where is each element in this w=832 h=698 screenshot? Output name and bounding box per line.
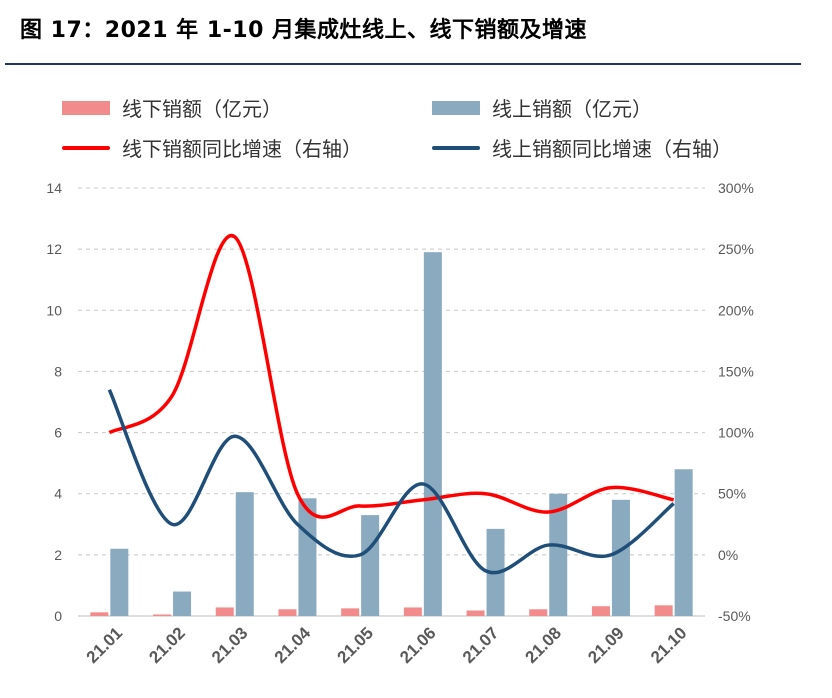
chart-title: 图 17：2021 年 1-10 月集成灶线上、线下销额及增速 <box>20 18 588 43</box>
legend-label-offline-growth: 线下销额同比增速（右轴） <box>122 137 362 161</box>
y-right-tick-label: 150% <box>718 363 754 379</box>
bar-offline-sales <box>341 608 360 616</box>
legend-label-offline-sales: 线下销额（亿元） <box>122 97 282 121</box>
bar-offline-sales <box>90 612 109 616</box>
y-left-tick-label: 0 <box>54 608 62 624</box>
legend-item-online-sales: 线上销额（亿元） <box>432 93 652 122</box>
y-right-tick-label: -50% <box>718 608 751 624</box>
bar-online-sales <box>361 515 380 616</box>
bar-online-sales <box>423 252 442 616</box>
bar-online-sales <box>110 548 129 616</box>
legend-item-online-growth: 线上销额同比增速（右轴） <box>432 133 732 162</box>
legend-label-online-growth: 线上销额同比增速（右轴） <box>492 137 732 161</box>
x-tick-label: 21.05 <box>333 623 377 667</box>
bar-offline-sales <box>215 607 234 616</box>
bar-online-sales <box>173 591 192 616</box>
bar-offline-sales <box>153 614 172 616</box>
title-underline <box>5 63 801 65</box>
y-left-tick-label: 6 <box>54 425 62 441</box>
x-tick-label: 21.10 <box>647 623 691 667</box>
y-left-tick-label: 4 <box>54 486 62 502</box>
x-tick-label: 21.04 <box>271 623 315 667</box>
legend-item-offline-sales: 线下销额（亿元） <box>62 93 282 122</box>
bar-online-sales <box>611 499 630 616</box>
bar-offline-sales <box>591 606 610 616</box>
bar-online-sales <box>235 492 254 616</box>
y-left-tick-label: 10 <box>46 302 62 318</box>
y-left-tick-label: 14 <box>46 180 62 196</box>
bar-offline-sales <box>278 609 297 616</box>
legend-item-offline-growth: 线下销额同比增速（右轴） <box>62 133 362 162</box>
bar-offline-sales <box>466 610 485 616</box>
legend-swatch-offline-sales <box>62 100 110 115</box>
y-left-tick-label: 8 <box>54 363 62 379</box>
x-tick-label: 21.07 <box>459 623 503 667</box>
y-left-tick-label: 2 <box>54 547 62 563</box>
legend-swatch-offline-growth <box>62 145 110 150</box>
line-online-growth <box>107 389 675 575</box>
bar-online-sales <box>549 493 568 616</box>
y-right-tick-label: 0% <box>718 547 738 563</box>
bar-offline-sales <box>654 605 673 616</box>
y-right-tick-label: 250% <box>718 241 754 257</box>
x-tick-label: 21.08 <box>522 623 566 667</box>
x-tick-label: 21.01 <box>83 623 127 667</box>
legend: 线下销额（亿元） 线上销额（亿元） 线下销额同比增速（右轴） 线上销额同比增速（… <box>0 85 832 165</box>
y-right-tick-label: 100% <box>718 425 754 441</box>
legend-label-online-sales: 线上销额（亿元） <box>492 97 652 121</box>
y-left-tick-label: 12 <box>46 241 62 257</box>
x-tick-label: 21.03 <box>208 623 252 667</box>
y-right-tick-label: 50% <box>718 486 746 502</box>
bar-offline-sales <box>529 609 548 616</box>
bar-offline-sales <box>403 607 422 616</box>
legend-swatch-online-growth <box>432 145 480 150</box>
x-tick-label: 21.09 <box>584 623 628 667</box>
x-tick-label: 21.02 <box>145 623 189 667</box>
x-tick-label: 21.06 <box>396 623 440 667</box>
legend-swatch-online-sales <box>432 100 480 115</box>
y-right-tick-label: 300% <box>718 180 754 196</box>
line-offline-growth <box>108 233 675 519</box>
y-right-tick-label: 200% <box>718 302 754 318</box>
bar-online-sales <box>674 469 693 616</box>
